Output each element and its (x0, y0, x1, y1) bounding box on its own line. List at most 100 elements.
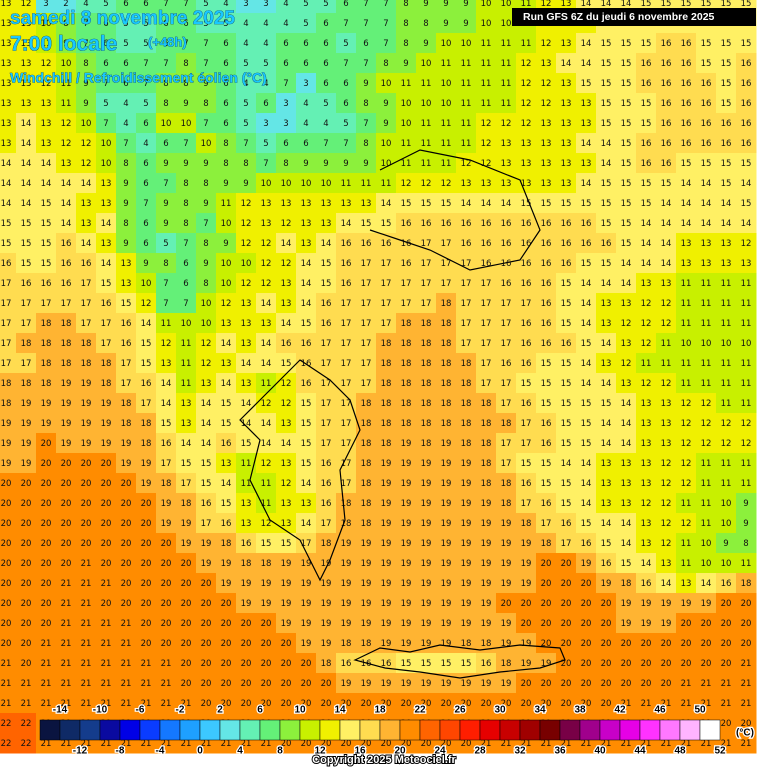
windchill-value: 12 (261, 239, 272, 249)
windchill-value: 15 (621, 199, 632, 209)
field-cell (216, 33, 237, 54)
windchill-value: 16 (601, 559, 612, 569)
windchill-value: 20 (621, 679, 632, 689)
windchill-value: 18 (461, 419, 472, 429)
windchill-value: 16 (681, 119, 692, 129)
windchill-value: 19 (441, 519, 452, 529)
field-cell (116, 73, 137, 94)
windchill-value: 14 (601, 519, 612, 529)
windchill-value: 19 (301, 619, 312, 629)
windchill-value: 20 (41, 619, 52, 629)
windchill-value: 17 (461, 339, 472, 349)
windchill-value: 19 (701, 599, 712, 609)
windchill-value: 16 (501, 219, 512, 229)
windchill-value: 19 (181, 519, 192, 529)
windchill-value: 14 (721, 199, 732, 209)
windchill-value: 11 (441, 59, 452, 69)
windchill-value: 15 (1, 239, 12, 249)
windchill-value: 16 (641, 59, 652, 69)
windchill-value: 14 (161, 399, 172, 409)
windchill-value: 16 (501, 359, 512, 369)
field-cell (596, 33, 617, 54)
field-cell (96, 133, 117, 154)
windchill-value: 18 (321, 539, 332, 549)
colorbar-box (139, 719, 161, 741)
windchill-value: 11 (741, 279, 752, 289)
windchill-value: 20 (581, 659, 592, 669)
windchill-value: 15 (601, 39, 612, 49)
windchill-value: 20 (301, 659, 312, 669)
windchill-value: 6 (103, 59, 108, 69)
windchill-value: 14 (641, 559, 652, 569)
windchill-value: 19 (301, 579, 312, 589)
windchill-value: 12 (661, 319, 672, 329)
field-cell (16, 193, 37, 214)
windchill-value: 19 (481, 579, 492, 589)
windchill-value: 14 (681, 179, 692, 189)
windchill-value: 19 (621, 599, 632, 609)
windchill-value: 22 (1, 719, 12, 729)
windchill-value: 13 (21, 99, 32, 109)
colorbar-box (499, 719, 521, 741)
windchill-value: 11 (261, 379, 272, 389)
windchill-value: 12 (641, 319, 652, 329)
field-cell (376, 13, 397, 34)
field-cell (96, 173, 117, 194)
windchill-value: 16 (301, 339, 312, 349)
windchill-value: 4 (283, 0, 288, 9)
windchill-value: 15 (601, 179, 612, 189)
windchill-value: 4 (263, 39, 268, 49)
windchill-value: 16 (501, 279, 512, 289)
field-cell (676, 113, 697, 134)
windchill-value: 13 (641, 539, 652, 549)
windchill-value: 9 (203, 159, 208, 169)
windchill-value: 6 (143, 159, 148, 169)
windchill-value: 7 (163, 299, 168, 309)
windchill-value: 19 (401, 679, 412, 689)
windchill-value: 8 (203, 279, 208, 289)
windchill-value: 18 (441, 359, 452, 369)
windchill-value: 16 (401, 259, 412, 269)
windchill-value: 14 (501, 199, 512, 209)
field-cell (56, 73, 77, 94)
lead-time: (+48h) (148, 34, 187, 49)
field-cell (316, 153, 337, 174)
windchill-value: 21 (101, 639, 112, 649)
windchill-value: 3 (283, 119, 288, 129)
windchill-value: 19 (321, 619, 332, 629)
windchill-value: 20 (321, 679, 332, 689)
windchill-value: 20 (21, 579, 32, 589)
colorbar-box (199, 719, 221, 741)
field-cell (296, 193, 317, 214)
windchill-value: 17 (421, 279, 432, 289)
field-cell (236, 33, 257, 54)
windchill-value: 15 (641, 39, 652, 49)
windchill-value: 20 (161, 599, 172, 609)
windchill-value: 10 (741, 339, 752, 349)
windchill-value: 18 (421, 399, 432, 409)
field-cell (616, 173, 637, 194)
field-cell (316, 0, 337, 14)
windchill-value: 20 (1, 599, 12, 609)
windchill-value: 16 (721, 139, 732, 149)
windchill-value: 20 (561, 619, 572, 629)
windchill-value: 15 (561, 499, 572, 509)
windchill-value: 19 (401, 519, 412, 529)
windchill-value: 20 (241, 639, 252, 649)
windchill-value: 18 (141, 419, 152, 429)
windchill-value: 20 (181, 619, 192, 629)
windchill-value: 14 (141, 319, 152, 329)
windchill-value: 4 (283, 19, 288, 29)
windchill-value: 17 (1, 339, 12, 349)
windchill-value: 12 (521, 79, 532, 89)
windchill-value: 19 (481, 679, 492, 689)
windchill-value: 7 (183, 139, 188, 149)
colorbar-box (39, 719, 61, 741)
windchill-value: 7 (163, 179, 168, 189)
field-cell (16, 0, 37, 14)
windchill-value: 20 (101, 539, 112, 549)
windchill-value: 11 (701, 459, 712, 469)
field-cell (236, 113, 257, 134)
field-cell (336, 0, 357, 14)
windchill-value: 6 (143, 119, 148, 129)
